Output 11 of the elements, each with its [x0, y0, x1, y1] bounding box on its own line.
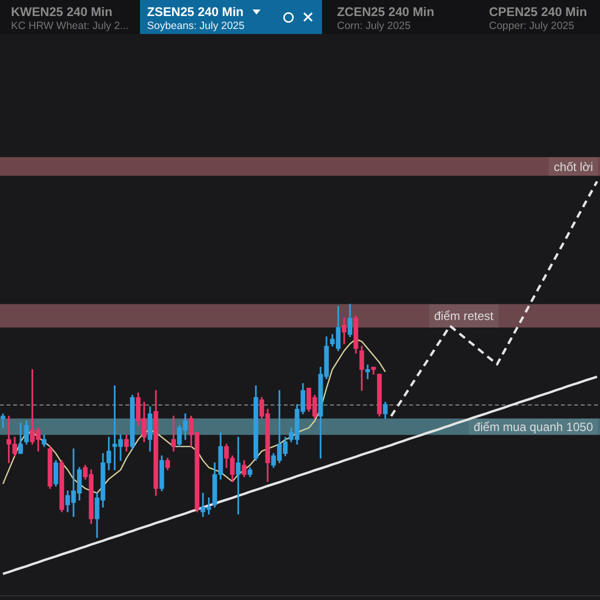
- text: Corn: July 2025: [337, 20, 412, 33]
- band-label: chốt lời: [554, 160, 593, 174]
- text: KC HRW Wheat: July 2...: [11, 20, 130, 33]
- band-label: điểm retest: [434, 309, 494, 324]
- band-label: điểm mua quanh 1050: [474, 420, 594, 434]
- chart-title: ZSEN25 240 Min: [147, 4, 244, 20]
- text: CPEN25 240 Min: [489, 4, 587, 20]
- text: ZCEN25 240 Min: [337, 4, 434, 20]
- text: Copper: July 2025: [489, 20, 576, 33]
- chart-subtitle: Soybeans: July 2025: [147, 20, 246, 33]
- text: KWEN25 240 Min: [11, 4, 112, 20]
